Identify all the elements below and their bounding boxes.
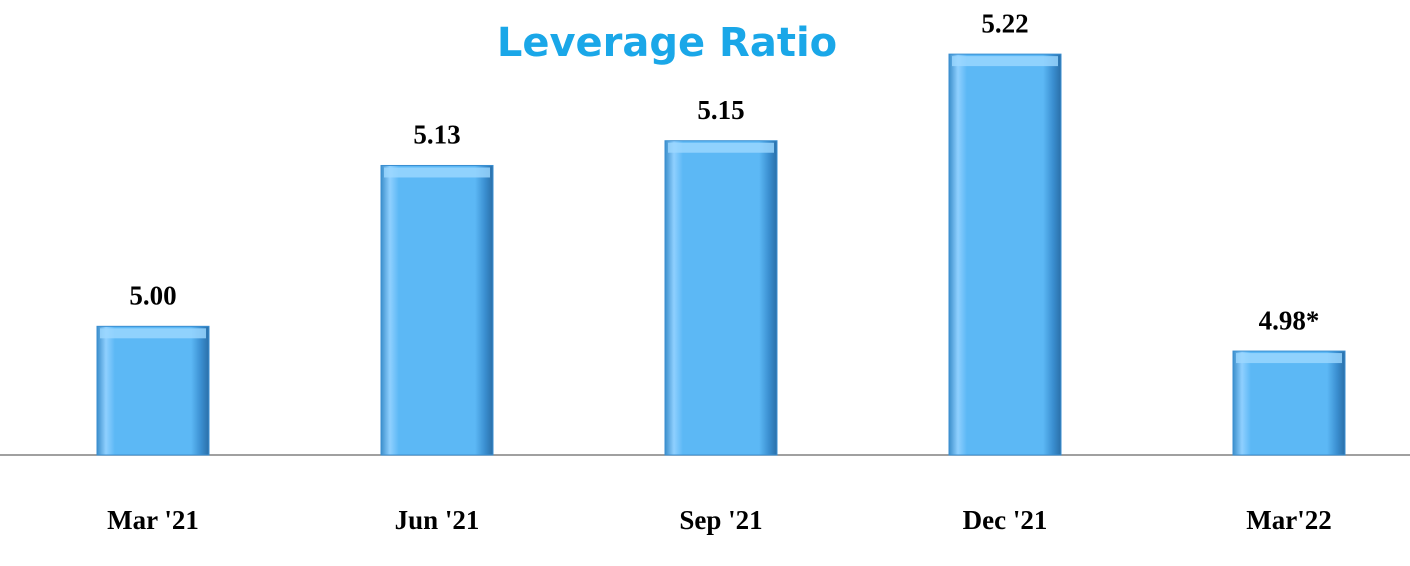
value-label: 5.15	[697, 95, 744, 125]
x-tick-label: Jun '21	[395, 505, 480, 535]
value-label: 4.98*	[1259, 305, 1320, 335]
bar-cap	[384, 167, 490, 178]
bar	[96, 325, 210, 456]
value-label: 5.00	[129, 281, 176, 311]
x-tick-label: Dec '21	[963, 505, 1048, 535]
x-tick-label: Mar'22	[1246, 505, 1331, 535]
bar-cap	[1236, 353, 1342, 364]
value-label: 5.22	[981, 8, 1028, 38]
bar-cap	[952, 56, 1058, 67]
chart-title: Leverage Ratio	[497, 20, 837, 66]
bar-cap	[100, 328, 206, 339]
bar	[948, 53, 1062, 456]
value-label: 5.13	[413, 120, 460, 150]
bar-cap	[668, 142, 774, 153]
bar	[380, 164, 494, 456]
bar	[664, 140, 778, 456]
x-tick-label: Sep '21	[679, 505, 762, 535]
x-tick-label: Mar '21	[107, 505, 199, 535]
bar	[1232, 350, 1346, 456]
